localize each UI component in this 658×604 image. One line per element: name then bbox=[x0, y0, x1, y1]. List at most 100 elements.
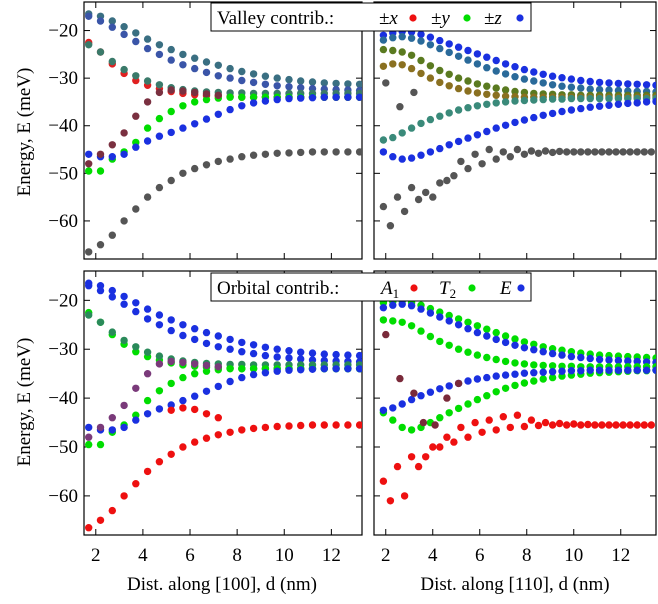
data-point bbox=[132, 37, 140, 46]
panel-orbital-100: 2 4 6 8 10 12 −20 −30 −40 −50 −60 bbox=[48, 270, 363, 566]
data-point bbox=[179, 396, 187, 405]
data-point bbox=[96, 440, 105, 449]
data-point bbox=[297, 94, 305, 102]
data-point bbox=[285, 347, 293, 355]
data-point bbox=[202, 410, 211, 418]
data-point bbox=[483, 100, 491, 109]
data-point bbox=[143, 77, 152, 85]
data-point bbox=[612, 148, 620, 156]
x-tick-label: 6 bbox=[475, 545, 485, 566]
data-point bbox=[108, 153, 117, 161]
data-point bbox=[320, 79, 328, 87]
data-point bbox=[214, 110, 222, 119]
data-point bbox=[297, 77, 305, 85]
data-point bbox=[191, 88, 199, 97]
data-point bbox=[407, 453, 416, 461]
data-point bbox=[396, 103, 404, 111]
legend-orbital: Orbital contrib.: A1 T2 E bbox=[210, 272, 532, 302]
data-point bbox=[261, 72, 270, 80]
data-point bbox=[143, 370, 152, 378]
data-point bbox=[285, 149, 293, 157]
data-point bbox=[179, 50, 187, 59]
data-point bbox=[167, 107, 175, 116]
x-tick-label: 8 bbox=[522, 545, 532, 566]
data-point bbox=[429, 443, 437, 451]
data-point bbox=[417, 392, 425, 400]
data-point bbox=[226, 64, 234, 73]
data-point bbox=[344, 93, 352, 101]
data-point bbox=[513, 411, 522, 419]
data-point bbox=[426, 41, 435, 49]
data-point bbox=[577, 367, 585, 375]
data-point bbox=[483, 353, 491, 362]
data-point bbox=[410, 88, 418, 97]
data-point bbox=[143, 98, 152, 106]
legend-valley-title: Valley contrib.: bbox=[217, 8, 334, 29]
data-point bbox=[567, 367, 576, 375]
data-point bbox=[249, 93, 258, 101]
data-point bbox=[501, 86, 510, 94]
data-point bbox=[539, 361, 547, 370]
data-point bbox=[419, 418, 428, 427]
data-point bbox=[202, 328, 211, 337]
data-point bbox=[445, 311, 453, 320]
data-point bbox=[179, 87, 187, 95]
data-point bbox=[464, 56, 472, 64]
legend-valley-box bbox=[210, 2, 532, 32]
data-point bbox=[501, 60, 510, 68]
data-point bbox=[520, 360, 529, 368]
data-point bbox=[191, 164, 199, 173]
data-point bbox=[414, 195, 423, 204]
data-point bbox=[214, 61, 222, 69]
data-point bbox=[202, 115, 211, 123]
data-point bbox=[436, 313, 444, 321]
data-point bbox=[520, 75, 529, 83]
data-point bbox=[605, 79, 613, 87]
legend-orbital-marker-a1 bbox=[410, 284, 418, 292]
data-point bbox=[202, 367, 211, 375]
data-point bbox=[85, 41, 93, 49]
data-point bbox=[485, 145, 493, 154]
data-point bbox=[454, 106, 463, 114]
data-point bbox=[344, 351, 352, 359]
data-point bbox=[273, 367, 281, 375]
data-point bbox=[445, 40, 453, 48]
legend-valley-marker-y bbox=[463, 14, 471, 22]
data-point bbox=[379, 477, 388, 485]
legend-orbital-marker-t2 bbox=[468, 284, 476, 292]
data-point bbox=[379, 406, 388, 414]
x-tick-label: 12 bbox=[322, 545, 341, 566]
data-point bbox=[501, 98, 510, 106]
data-point bbox=[436, 44, 444, 53]
data-point bbox=[426, 332, 435, 341]
data-point bbox=[179, 61, 187, 69]
data-point bbox=[355, 80, 362, 88]
data-point bbox=[464, 77, 472, 85]
data-point bbox=[511, 370, 519, 378]
data-point bbox=[108, 23, 117, 31]
data-point bbox=[155, 41, 164, 49]
data-point bbox=[642, 81, 651, 89]
data-point bbox=[155, 132, 164, 140]
data-point bbox=[407, 51, 416, 59]
data-point bbox=[85, 160, 93, 168]
data-point bbox=[320, 365, 328, 373]
data-point bbox=[155, 114, 164, 123]
data-point bbox=[167, 357, 175, 366]
data-point bbox=[379, 62, 388, 70]
data-point bbox=[249, 365, 258, 373]
data-point bbox=[464, 348, 472, 356]
data-point bbox=[539, 95, 547, 104]
data-point bbox=[85, 440, 93, 449]
data-point bbox=[226, 377, 234, 386]
data-point bbox=[132, 307, 140, 316]
x-tick-label: 2 bbox=[91, 545, 101, 566]
legend-valley: Valley contrib.: ±x ±y ±z bbox=[210, 2, 532, 32]
y-tick-label: −40 bbox=[48, 388, 78, 409]
data-point bbox=[179, 443, 187, 451]
data-point bbox=[108, 414, 117, 422]
data-point bbox=[457, 423, 465, 432]
data-point bbox=[426, 74, 435, 82]
data-point bbox=[445, 341, 453, 349]
data-point bbox=[473, 395, 482, 404]
